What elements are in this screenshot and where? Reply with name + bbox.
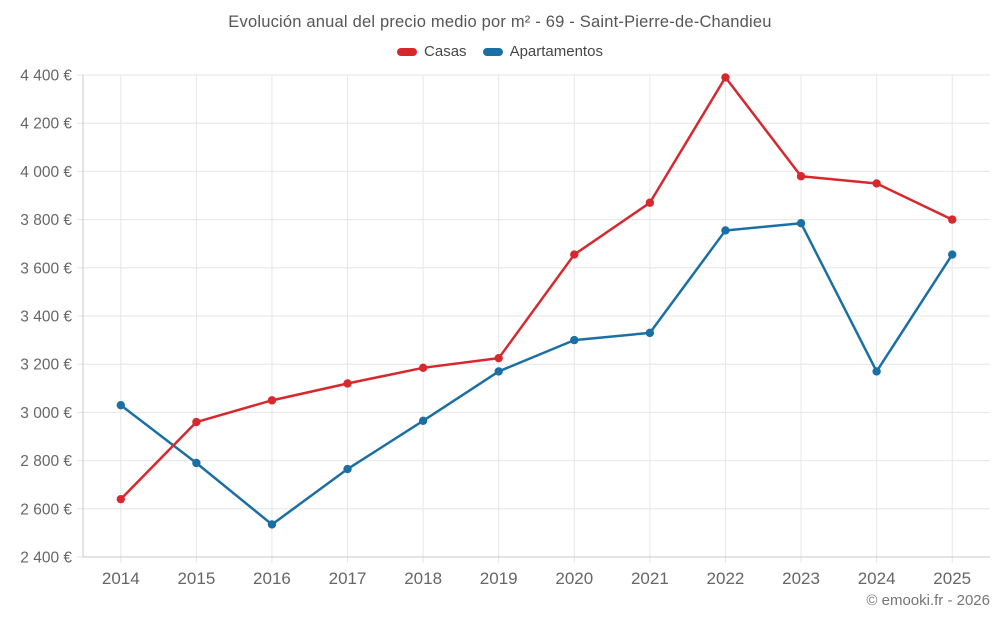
data-point-casas-2019[interactable]	[494, 353, 503, 363]
copyright-credit: © emooki.fr - 2026	[866, 592, 990, 609]
data-point-apartamentos-2017[interactable]	[343, 464, 352, 474]
data-point-apartamentos-2020[interactable]	[570, 335, 579, 345]
data-point-apartamentos-2021[interactable]	[645, 328, 655, 338]
data-point-apartamentos-2015[interactable]	[192, 458, 201, 468]
y-axis-tick-label: 2 600 €	[20, 501, 72, 518]
x-axis-tick-label: 2014	[102, 569, 140, 588]
series-line-apartamentos	[119, 221, 954, 526]
legend-item-casas[interactable]: Casas	[397, 43, 467, 60]
y-axis-tick-label: 3 600 €	[20, 260, 72, 277]
x-axis-tick-label: 2017	[329, 569, 367, 588]
data-point-casas-2024[interactable]	[872, 179, 881, 188]
legend-item-apartamentos[interactable]: Apartamentos	[482, 43, 603, 60]
x-axis-tick-label: 2023	[782, 569, 820, 588]
data-point-casas-2022[interactable]	[721, 73, 730, 82]
data-point-casas-2020[interactable]	[570, 250, 579, 259]
x-axis-tick-label: 2025	[933, 569, 971, 588]
data-point-apartamentos-2014[interactable]	[116, 400, 125, 410]
data-point-apartamentos-2018[interactable]	[418, 416, 428, 426]
data-point-apartamentos-2024[interactable]	[872, 367, 881, 376]
data-point-apartamentos-2025[interactable]	[948, 250, 957, 259]
data-point-casas-2015[interactable]	[192, 417, 201, 427]
legend-label-apartamentos: Apartamentos	[509, 43, 603, 60]
data-point-apartamentos-2022[interactable]	[721, 226, 730, 235]
data-point-casas-2014[interactable]	[116, 494, 125, 504]
data-point-casas-2025[interactable]	[948, 215, 957, 224]
x-axis-tick-label: 2018	[404, 569, 442, 588]
x-axis-tick-label: 2020	[555, 569, 593, 588]
data-point-apartamentos-2016[interactable]	[267, 520, 277, 529]
y-axis-tick-label: 3 400 €	[20, 309, 72, 326]
y-axis-tick-label: 4 400 €	[20, 68, 72, 85]
x-axis-tick-label: 2021	[631, 569, 669, 588]
data-point-casas-2016[interactable]	[267, 396, 277, 405]
x-axis-tick-label: 2016	[253, 569, 291, 588]
y-axis-tick-label: 2 400 €	[20, 550, 72, 567]
data-point-apartamentos-2019[interactable]	[494, 367, 503, 376]
data-point-apartamentos-2023[interactable]	[796, 219, 806, 228]
data-point-casas-2023[interactable]	[796, 172, 806, 181]
x-axis-tick-label: 2015	[177, 569, 215, 588]
y-axis-tick-label: 2 800 €	[20, 453, 72, 470]
x-axis-tick-label: 2024	[858, 569, 896, 588]
chart-title: Evolución anual del precio medio por m² …	[228, 13, 772, 31]
series-line-casas	[119, 76, 954, 501]
y-axis-tick-label: 3 800 €	[20, 212, 72, 229]
chart-legend: Casas Apartamentos	[0, 43, 1000, 60]
data-point-casas-2018[interactable]	[418, 363, 428, 373]
y-axis-tick-label: 4 000 €	[20, 164, 72, 181]
x-axis-tick-label: 2022	[707, 569, 745, 588]
data-point-casas-2021[interactable]	[645, 198, 655, 207]
x-axis-tick-label: 2019	[480, 569, 518, 588]
legend-label-casas: Casas	[424, 43, 467, 60]
data-point-casas-2017[interactable]	[343, 379, 352, 388]
legend-swatch-casas-icon	[397, 47, 418, 56]
y-axis-tick-label: 3 200 €	[20, 357, 72, 374]
y-axis-tick-label: 4 200 €	[20, 116, 72, 133]
legend-swatch-apartamentos-icon	[482, 47, 503, 56]
y-axis-tick-label: 3 000 €	[20, 405, 72, 422]
